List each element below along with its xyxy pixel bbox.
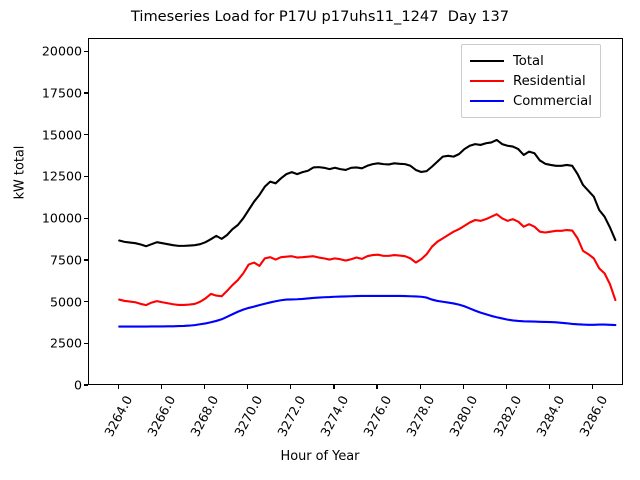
page-title: Timeseries Load for P17U p17uhs11_1247 D… — [130, 8, 510, 25]
legend-swatch-icon — [470, 100, 504, 102]
x-tick-mark — [246, 385, 249, 389]
y-tick-label: 0 — [73, 377, 82, 393]
x-tick-mark — [592, 385, 594, 389]
x-tick-mark — [160, 385, 162, 389]
y-tick-mark — [84, 134, 88, 136]
series-line-total — [118, 138, 617, 248]
legend-label: Residential — [513, 73, 586, 89]
x-tick-mark — [549, 385, 551, 389]
x-axis-label: Hour of Year — [280, 449, 360, 464]
x-tick-label: 3264.0 — [101, 393, 136, 439]
y-tick-label: 15000 — [41, 127, 82, 143]
y-tick-label: 2500 — [49, 335, 82, 351]
legend-swatch-icon — [470, 80, 504, 82]
x-tick-label: 3282.0 — [489, 393, 524, 439]
x-tick-mark — [419, 385, 421, 389]
y-tick-mark — [84, 384, 88, 386]
y-tick-mark — [84, 175, 88, 178]
y-tick-label: 12500 — [41, 168, 82, 184]
x-tick-label: 3280.0 — [446, 393, 481, 439]
x-tick-label: 3276.0 — [360, 393, 395, 439]
x-tick-label: 3272.0 — [274, 393, 309, 439]
y-tick-mark — [84, 342, 88, 344]
y-tick-label: 7500 — [49, 252, 82, 268]
y-tick-mark — [84, 217, 88, 219]
legend-item: Residential — [470, 71, 592, 91]
legend: Total Residential Commercial — [461, 44, 601, 118]
y-tick-mark — [84, 92, 88, 94]
x-tick-label: 3284.0 — [532, 393, 567, 439]
series-canvas — [118, 138, 617, 328]
x-tick-mark — [203, 385, 206, 389]
y-tick-mark — [84, 300, 88, 303]
y-axis-ticks: 0 2500 5000 7500 10000 12500 15000 17500 20000 — [0, 0, 88, 480]
x-tick-label: 3278.0 — [403, 393, 438, 439]
legend-item: Commercial — [470, 91, 592, 111]
legend-label: Total — [513, 53, 544, 69]
y-tick-mark — [84, 259, 88, 261]
x-tick-mark — [376, 385, 378, 389]
x-tick-label: 3274.0 — [317, 393, 352, 439]
y-tick-label: 17500 — [41, 85, 82, 101]
y-tick-label: 20000 — [41, 43, 82, 59]
y-tick-label: 5000 — [49, 294, 82, 310]
y-tick-mark — [84, 50, 88, 52]
legend-swatch-icon — [470, 60, 504, 62]
series-line-residential — [118, 213, 617, 307]
x-tick-mark — [117, 385, 119, 389]
legend-label: Commercial — [513, 93, 592, 109]
x-tick-mark — [290, 385, 292, 389]
x-tick-label: 3270.0 — [230, 393, 265, 439]
x-tick-label: 3268.0 — [187, 393, 222, 439]
x-tick-mark — [333, 385, 335, 389]
y-tick-label: 10000 — [41, 210, 82, 226]
series-line-commercial — [118, 294, 617, 328]
x-tick-mark — [462, 385, 464, 389]
x-tick-mark — [505, 385, 508, 389]
legend-item: Total — [470, 51, 592, 71]
x-tick-label: 3286.0 — [576, 393, 611, 439]
x-tick-label: 3266.0 — [144, 393, 179, 439]
